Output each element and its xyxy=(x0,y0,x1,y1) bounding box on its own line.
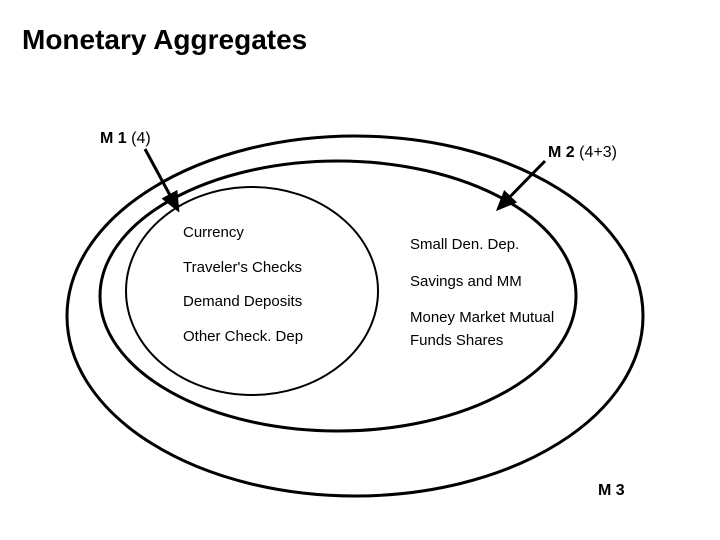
m2-item: Small Den. Dep. xyxy=(410,234,554,257)
m1-items: Currency Traveler's Checks Demand Deposi… xyxy=(183,222,303,348)
m3-label: M 3 xyxy=(598,482,625,500)
m2-item: Savings and MM xyxy=(410,271,554,294)
m1-label-bold: M 1 xyxy=(100,130,127,147)
diagram-svg xyxy=(0,0,720,540)
m2-label-rest: (4+3) xyxy=(575,144,617,161)
m1-item: Demand Deposits xyxy=(183,291,303,314)
m2-item: Money Market Mutual xyxy=(410,307,554,330)
m1-arrow xyxy=(145,149,178,210)
m1-label: M 1 (4) xyxy=(100,130,151,148)
m2-label: M 2 (4+3) xyxy=(548,144,617,162)
m2-items: Small Den. Dep. Savings and MM Money Mar… xyxy=(410,234,554,352)
m1-item: Currency xyxy=(183,222,303,245)
m2-item: Funds Shares xyxy=(410,330,554,353)
m2-label-bold: M 2 xyxy=(548,144,575,161)
m3-label-bold: M 3 xyxy=(598,482,625,499)
m1-item: Traveler's Checks xyxy=(183,257,303,280)
m3-ellipse xyxy=(67,136,643,496)
m1-item: Other Check. Dep xyxy=(183,326,303,349)
m1-label-rest: (4) xyxy=(127,130,151,147)
